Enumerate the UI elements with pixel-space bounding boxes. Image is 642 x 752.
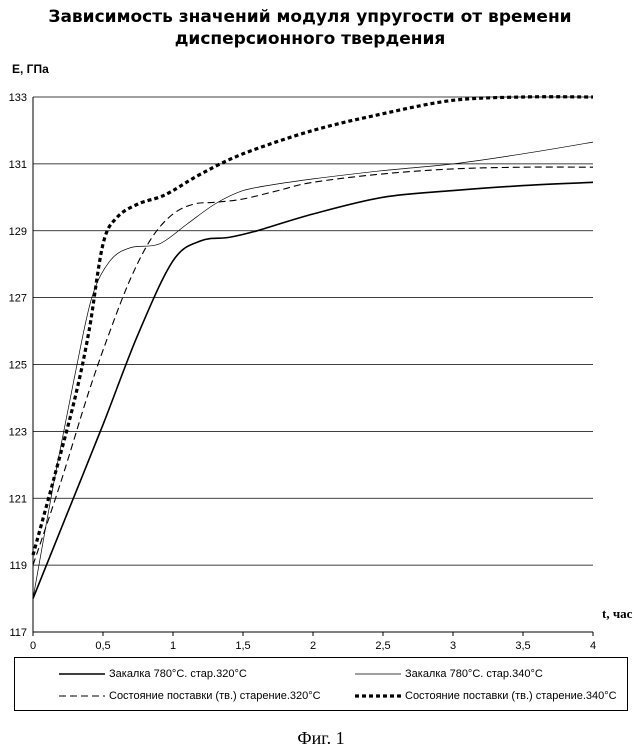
series-line-3 (33, 167, 593, 565)
y-tick-label-7: 131 (9, 159, 27, 171)
x-tick-label-6: 3 (450, 640, 456, 652)
x-tick-label-4: 2 (310, 640, 316, 652)
y-tick-label-0: 117 (9, 627, 27, 639)
legend-label-series-4: Состояние поставки (тв.) старение.340°С (405, 690, 617, 702)
series-line-4 (33, 97, 593, 555)
legend-item-series-3: Состояние поставки (тв.) старение.320°С (59, 688, 321, 704)
legend-label-series-1: Закалка 780°С. стар.320°С (109, 668, 247, 680)
figure-caption: Фиг. 1 (0, 728, 642, 749)
x-tick-label-8: 4 (590, 640, 596, 652)
legend-item-series-4: Состояние поставки (тв.) старение.340°С (355, 688, 617, 704)
x-tick-label-5: 2,5 (375, 640, 390, 652)
y-tick-label-1: 119 (9, 560, 27, 572)
legend-item-series-2: Закалка 780°С. стар.340°С (355, 666, 543, 682)
series-line-1 (33, 182, 593, 598)
legend-swatch-series-3 (59, 691, 105, 701)
x-tick-label-3: 1,5 (235, 640, 250, 652)
x-tick-label-7: 3,5 (515, 640, 530, 652)
legend-swatch-series-2 (355, 669, 401, 679)
y-tick-label-8: 133 (9, 92, 27, 104)
legend-swatch-series-1 (59, 669, 105, 679)
legend-swatch-series-4 (355, 691, 401, 701)
legend-label-series-2: Закалка 780°С. стар.340°С (405, 668, 543, 680)
y-tick-label-5: 127 (9, 293, 27, 305)
series-line-2 (33, 142, 593, 598)
x-tick-label-2: 1 (170, 640, 176, 652)
legend-label-series-3: Состояние поставки (тв.) старение.320°С (109, 690, 321, 702)
y-tick-label-2: 121 (9, 493, 27, 505)
x-tick-label-0: 0 (30, 640, 36, 652)
legend-item-series-1: Закалка 780°С. стар.320°С (59, 666, 247, 682)
x-tick-label-1: 0,5 (95, 640, 110, 652)
legend: Закалка 780°С. стар.320°С Закалка 780°С.… (14, 657, 628, 711)
y-tick-label-4: 125 (9, 360, 27, 372)
y-tick-label-6: 129 (9, 226, 27, 238)
y-tick-label-3: 123 (9, 426, 27, 438)
line-chart: 117 119 121 123 125 127 129 131 133 0 0,5 1 1,5 2 2,5 3… (0, 0, 642, 660)
